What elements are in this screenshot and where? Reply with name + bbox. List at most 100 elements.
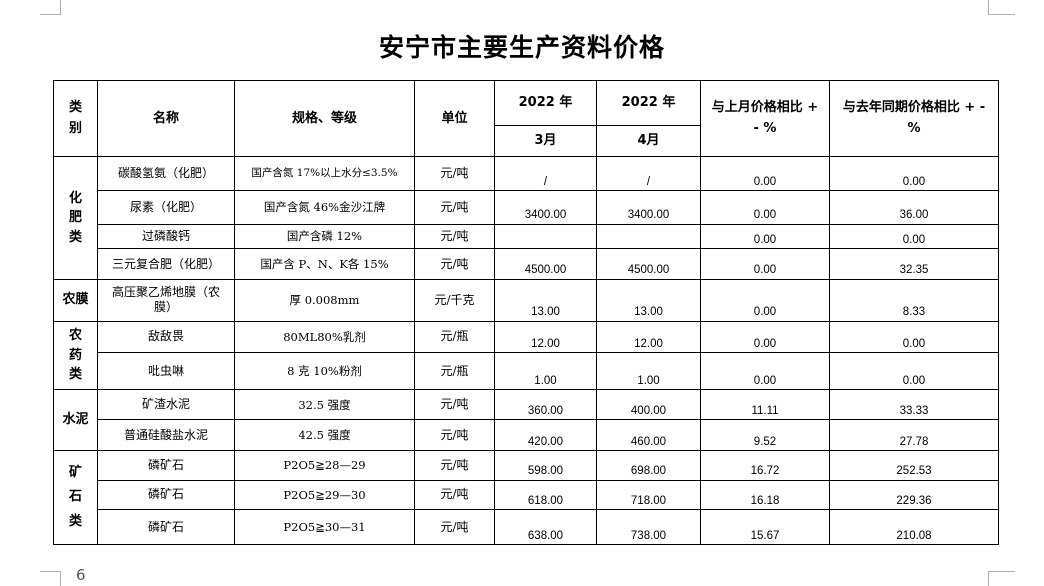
cell-yoy: 252.53 — [829, 450, 999, 481]
header-yoy: 与去年同期价格相比 + - % — [829, 79, 999, 158]
header-unit: 单位 — [414, 79, 495, 158]
category-fertilizer: 化肥类 — [53, 156, 98, 280]
cell-name: 尿素（化肥） — [97, 190, 235, 225]
header-row-1: 类别 名称 规格、等级 单位 2022 年 2022 年 与上月价格相比 + -… — [53, 79, 999, 158]
cell-march — [494, 223, 597, 250]
table-row: 普通硅酸盐水泥 42.5 强度 元/吨 420.00 460.00 9.52 2… — [54, 419, 999, 452]
cell-unit: 元/吨 — [414, 156, 495, 192]
cell-spec: 国产含磷 12% — [234, 223, 415, 250]
category-pesticide: 农药类 — [53, 320, 98, 390]
cell-mom: 16.18 — [700, 479, 830, 511]
cell-march: 618.00 — [494, 479, 597, 511]
cell-spec: P2O5≧29—30 — [234, 479, 415, 511]
page-number: 6 — [76, 566, 86, 584]
cell-march: 638.00 — [494, 509, 597, 545]
cell-march: 3400.00 — [494, 190, 597, 225]
cell-april — [596, 223, 701, 250]
cell-unit: 元/吨 — [414, 450, 495, 481]
cell-spec: P2O5≧28—29 — [234, 450, 415, 481]
header-year-1: 2022 年 — [494, 80, 597, 126]
header-row-2: 3月 4月 — [54, 124, 999, 158]
table-row: 过磷酸钙 国产含磷 12% 元/吨 0.00 0.00 — [54, 223, 999, 250]
cell-march: 598.00 — [494, 450, 597, 481]
cell-name: 高压聚乙烯地膜（农膜） — [97, 278, 235, 322]
cell-yoy: 32.35 — [829, 248, 999, 280]
cell-april: 3400.00 — [596, 190, 701, 225]
cell-yoy: 0.00 — [829, 320, 999, 354]
table-row: 矿石类 磷矿石 P2O5≧28—29 元/吨 598.00 698.00 16.… — [53, 450, 999, 545]
cell-name: 磷矿石 — [97, 509, 235, 545]
cell-name: 敌敌畏 — [97, 320, 235, 354]
category-film: 农膜 — [53, 278, 98, 322]
cell-mom: 0.00 — [700, 320, 830, 354]
category-cement: 水泥 — [53, 388, 98, 452]
cell-yoy: 229.36 — [829, 479, 999, 511]
cell-april: 460.00 — [596, 419, 701, 452]
cell-april: / — [596, 156, 701, 192]
cell-name: 吡虫啉 — [97, 352, 235, 390]
cell-yoy: 210.08 — [829, 509, 999, 545]
cell-mom: 0.00 — [700, 223, 830, 250]
table-row: 水泥 矿渣水泥 32.5 强度 元/吨 360.00 400.00 11.11 … — [53, 388, 999, 452]
header-spec: 规格、等级 — [234, 79, 415, 158]
cell-mom: 16.72 — [700, 450, 830, 481]
corner-mark-top-right — [988, 0, 1015, 15]
cell-spec: 国产含氮 46%金沙江牌 — [234, 190, 415, 225]
cell-unit: 元/吨 — [414, 223, 495, 250]
corner-mark-top-left — [40, 0, 61, 15]
cell-yoy: 0.00 — [829, 223, 999, 250]
cell-mom: 0.00 — [700, 156, 830, 192]
cell-yoy: 8.33 — [829, 278, 999, 322]
cell-april: 738.00 — [596, 509, 701, 545]
cell-mom: 0.00 — [700, 248, 830, 280]
cell-spec: 国产含 P、N、K各 15% — [234, 248, 415, 280]
cell-march: 420.00 — [494, 419, 597, 452]
cell-name: 矿渣水泥 — [97, 388, 235, 421]
cell-march: 1.00 — [494, 352, 597, 390]
cell-mom: 11.11 — [700, 388, 830, 421]
cell-unit: 元/吨 — [414, 419, 495, 452]
cell-unit: 元/瓶 — [414, 320, 495, 354]
cell-april: 718.00 — [596, 479, 701, 511]
header-name: 名称 — [97, 79, 235, 158]
table-row: 磷矿石 P2O5≧29—30 元/吨 618.00 718.00 16.18 2… — [54, 479, 999, 511]
cell-spec: 8 克 10%粉剂 — [234, 352, 415, 390]
table-row: 农药类 敌敌畏 80ML80%乳剂 元/瓶 12.00 12.00 0.00 0… — [53, 320, 999, 390]
corner-mark-bottom-left — [40, 571, 61, 586]
cell-march: 360.00 — [494, 388, 597, 421]
cell-unit: 元/千克 — [414, 278, 495, 322]
cell-yoy: 33.33 — [829, 388, 999, 421]
cell-mom: 0.00 — [700, 352, 830, 390]
category-ore: 矿石类 — [53, 450, 98, 545]
table-row: 磷矿石 P2O5≧30—31 元/吨 638.00 738.00 15.67 2… — [54, 509, 999, 545]
cell-march: 4500.00 — [494, 248, 597, 280]
cell-name: 磷矿石 — [97, 479, 235, 511]
cell-name: 磷矿石 — [97, 450, 235, 481]
table-row: 化肥类 碳酸氢氨（化肥） 国产含氮 17%以上水分≤3.5% 元/吨 / / 0… — [53, 156, 999, 280]
cell-april: 4500.00 — [596, 248, 701, 280]
corner-mark-bottom-right — [988, 571, 1015, 586]
cell-spec: 厚 0.008mm — [234, 278, 415, 322]
cell-april: 13.00 — [596, 278, 701, 322]
cell-spec: 80ML80%乳剂 — [234, 320, 415, 354]
header-month-2: 4月 — [596, 124, 701, 158]
cell-spec: P2O5≧30—31 — [234, 509, 415, 545]
cell-spec: 国产含氮 17%以上水分≤3.5% — [234, 156, 415, 192]
cell-name: 三元复合肥（化肥） — [97, 248, 235, 280]
table-row: 三元复合肥（化肥） 国产含 P、N、K各 15% 元/吨 4500.00 450… — [54, 248, 999, 280]
cell-unit: 元/吨 — [414, 509, 495, 545]
header-year-2: 2022 年 — [596, 80, 701, 126]
cell-april: 12.00 — [596, 320, 701, 354]
cell-spec: 42.5 强度 — [234, 419, 415, 452]
cell-mom: 0.00 — [700, 278, 830, 322]
cell-unit: 元/瓶 — [414, 352, 495, 390]
cell-mom: 15.67 — [700, 509, 830, 545]
cell-mom: 9.52 — [700, 419, 830, 452]
cell-unit: 元/吨 — [414, 388, 495, 421]
cell-unit: 元/吨 — [414, 248, 495, 280]
cell-march: / — [494, 156, 597, 192]
cell-name: 碳酸氢氨（化肥） — [97, 156, 235, 192]
cell-unit: 元/吨 — [414, 190, 495, 225]
cell-april: 1.00 — [596, 352, 701, 390]
page-title: 安宁市主要生产资料价格 — [378, 33, 665, 62]
